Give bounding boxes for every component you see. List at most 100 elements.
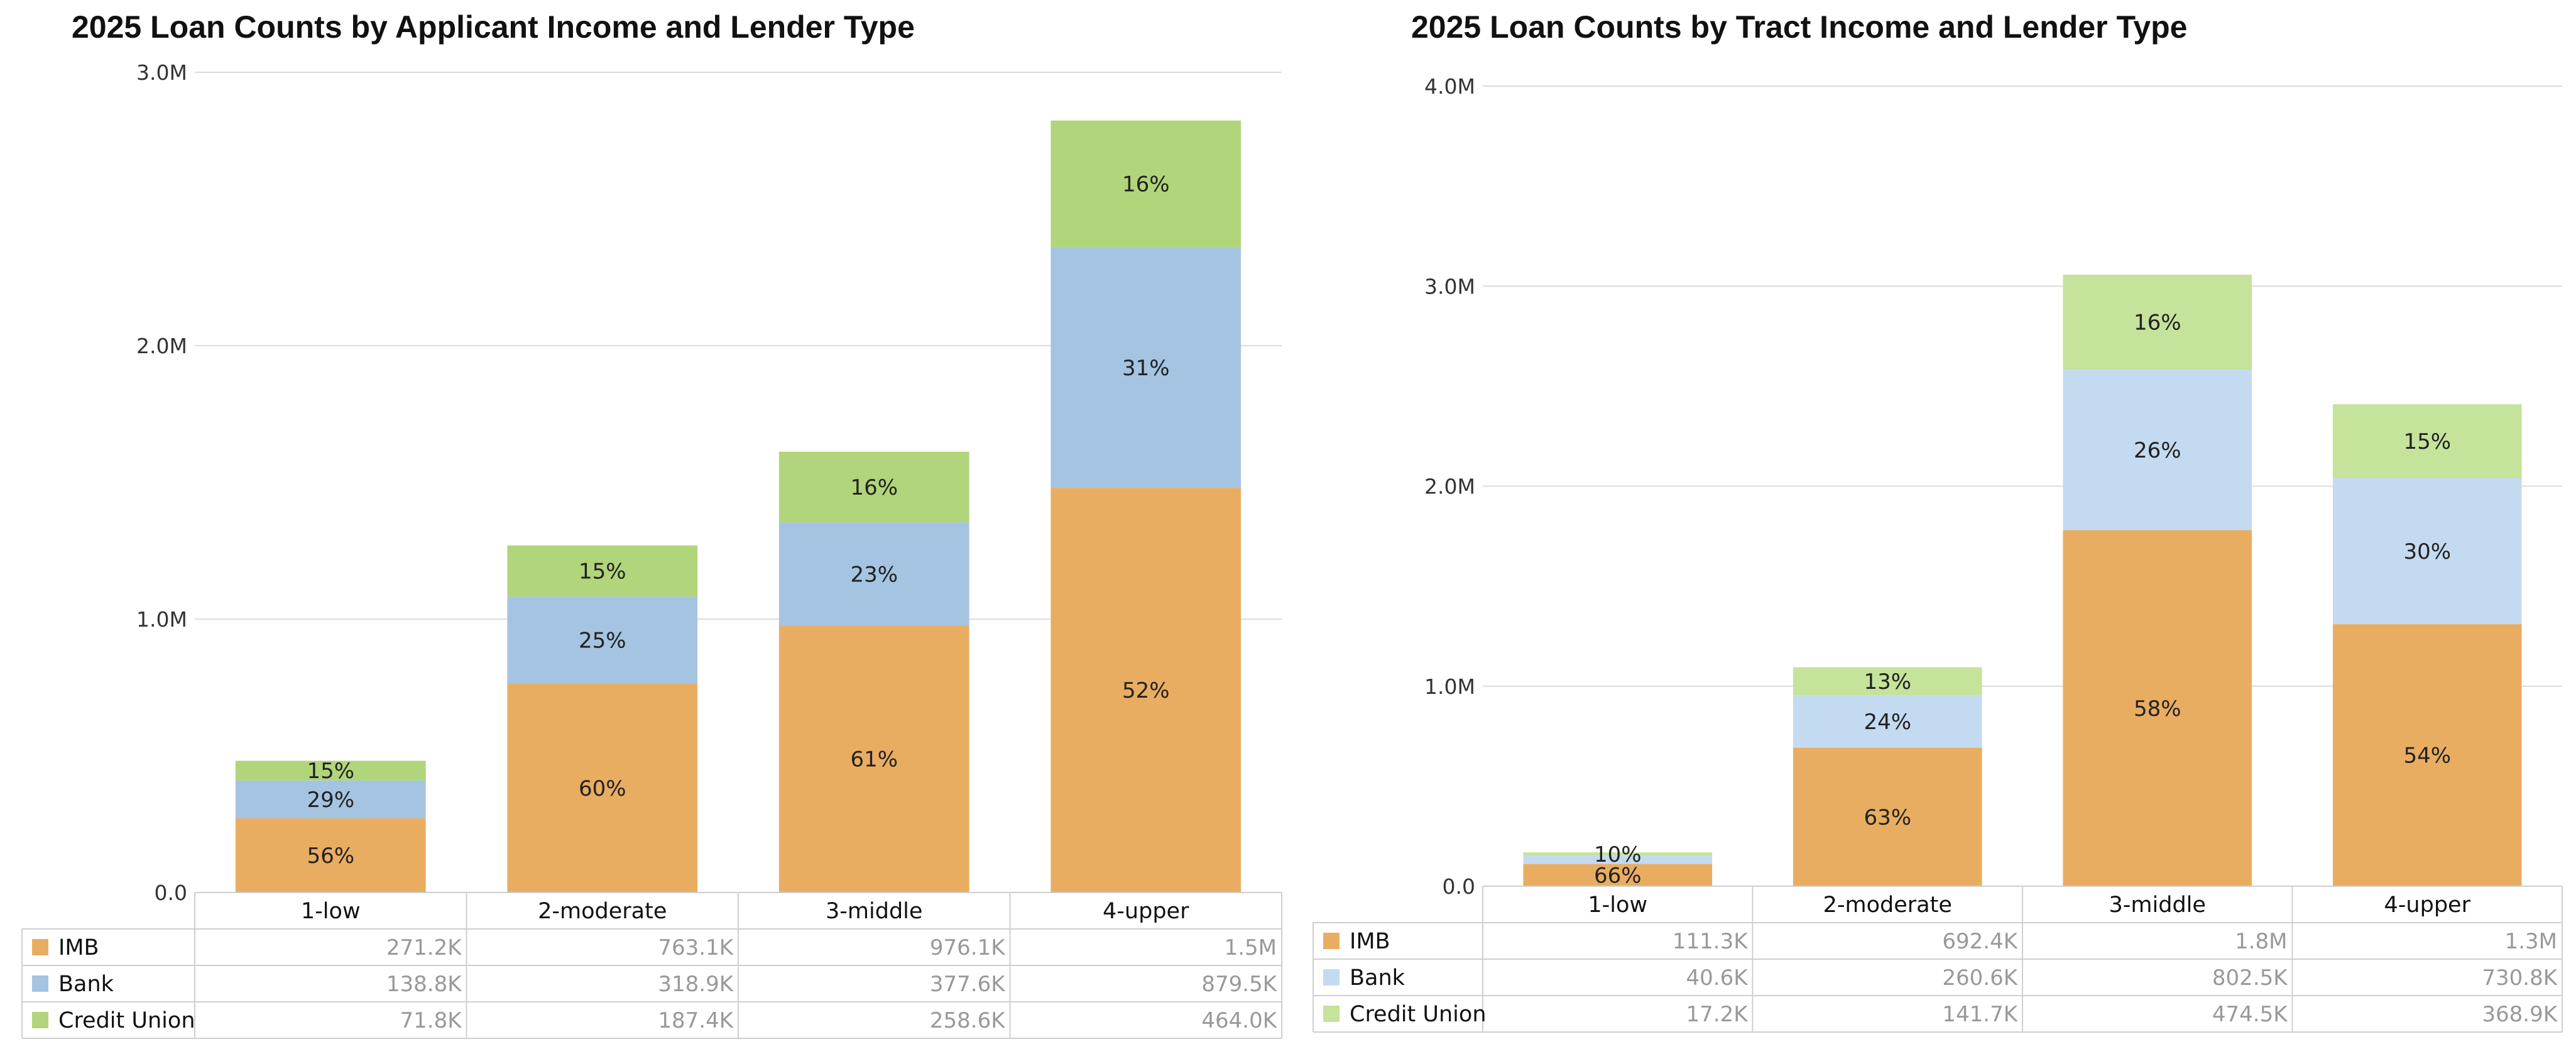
bar-percent-label: 30% (2403, 539, 2451, 564)
legend-label-bank: Bank (1350, 965, 1405, 991)
table-cell-value: 730.8K (2482, 965, 2558, 991)
table-cell-value: 368.9K (2482, 1002, 2558, 1027)
table-cell-value: 377.6K (930, 972, 1006, 997)
legend-label-credit-union: Credit Union (58, 1008, 195, 1033)
table-cell-value: 258.6K (930, 1008, 1006, 1033)
table-cell-value: 318.9K (658, 972, 734, 997)
table-cell-value: 187.4K (658, 1008, 734, 1033)
table-cell-value: 17.2K (1686, 1002, 1749, 1027)
category-label-4-upper: 4-upper (2384, 892, 2471, 918)
category-label-1-low: 1-low (301, 899, 361, 924)
bar-percent-label: 58% (2134, 696, 2181, 722)
bar-bank-3-middle (2063, 370, 2252, 530)
table-cell-value: 40.6K (1686, 965, 1749, 991)
table-cell-value: 271.2K (386, 935, 462, 960)
bar-percent-label: 15% (579, 559, 626, 585)
bar-imb-1-low (1523, 864, 1713, 886)
bar-percent-label: 56% (307, 843, 354, 869)
bar-percent-label: 54% (2403, 744, 2451, 769)
bar-percent-label: 16% (1122, 172, 1170, 197)
category-label-4-upper: 4-upper (1103, 899, 1189, 924)
bar-percent-label: 60% (579, 776, 626, 801)
y-tick-label: 4.0M (1424, 74, 1475, 99)
bar-imb-1-low (235, 818, 426, 892)
y-tick-label: 1.0M (136, 607, 187, 632)
table-cell-value: 71.8K (400, 1008, 463, 1033)
bar-credit-union-1-low (235, 761, 426, 781)
bar-percent-label: 52% (1122, 678, 1170, 703)
bar-credit-union-1-low (1523, 852, 1713, 856)
bar-imb-2-moderate (507, 684, 698, 892)
legend-swatch-credit-union (1323, 1006, 1340, 1022)
y-tick-label: 0.0 (1443, 874, 1475, 899)
bar-bank-1-low (235, 780, 426, 819)
bar-percent-label: 15% (307, 759, 354, 784)
legend-label-bank: Bank (58, 972, 114, 997)
y-tick-label: 3.0M (136, 60, 187, 85)
bar-bank-4-upper (2332, 478, 2522, 625)
tract-income-chart-panel: 2025 Loan Counts by Tract Income and Len… (1288, 0, 2576, 1049)
legend-swatch-bank (1323, 969, 1340, 986)
bar-imb-4-upper (2332, 624, 2522, 886)
bar-percent-label: 10% (1594, 842, 1642, 867)
bar-bank-4-upper (1051, 247, 1242, 488)
bar-credit-union-4-upper (2332, 404, 2522, 478)
legend-swatch-credit-union (32, 1012, 48, 1028)
applicant-income-chart: 0.0 1.0M 2.0M 3.0M 56% 29% 15% 60% 25% 15% 61% 23% 1… (21, 60, 1282, 1039)
tract-income-chart: 0.0 1.0M 2.0M 3.0M 4.0M 66%10% 63% 24% 13% 58% 26%… (1313, 74, 2563, 1033)
legend-swatch-imb (32, 939, 48, 955)
bar-percent-label: 23% (850, 562, 898, 587)
chart-title: 2025 Loan Counts by Applicant Income and… (72, 9, 915, 45)
bar-percent-label: 15% (2403, 429, 2451, 454)
table-cell-value: 111.3K (1673, 929, 1749, 954)
table-cell-value: 692.4K (1942, 929, 2018, 954)
table-cell-value: 260.6K (1942, 965, 2018, 991)
legend-swatch-imb (1323, 933, 1340, 949)
bar-percent-label: 31% (1122, 356, 1170, 381)
bar-percent-label: 61% (850, 747, 898, 772)
bar-bank-2-moderate (507, 596, 698, 684)
bar-imb-2-moderate (1793, 747, 1982, 886)
table-cell-value: 802.5K (2212, 965, 2288, 991)
bar-percent-label: 26% (2134, 438, 2181, 463)
bar-percent-label: 16% (850, 475, 898, 500)
bar-credit-union-3-middle (778, 451, 969, 523)
bar-imb-3-middle (778, 625, 969, 892)
chart-title: 2025 Loan Counts by Tract Income and Len… (1411, 9, 2188, 45)
table-cell-value: 763.1K (658, 935, 734, 960)
bar-credit-union-3-middle (2063, 275, 2252, 370)
bar-percent-label: 29% (307, 788, 354, 813)
table-cell-value: 879.5K (1201, 972, 1277, 997)
y-tick-label: 0.0 (155, 881, 187, 905)
category-label-2-moderate: 2-moderate (1823, 892, 1952, 918)
y-tick-label: 3.0M (1424, 274, 1475, 299)
category-label-3-middle: 3-middle (826, 899, 922, 924)
bar-percent-label: 24% (1864, 710, 1911, 735)
bar-percent-label: 25% (579, 629, 626, 654)
legend-label-credit-union: Credit Union (1350, 1002, 1487, 1027)
table-cell-value: 474.5K (2212, 1002, 2288, 1027)
bar-percent-label: 13% (1864, 669, 1911, 695)
table-cell-value: 464.0K (1201, 1008, 1277, 1033)
y-tick-label: 2.0M (136, 334, 187, 358)
applicant-income-chart-panel: 2025 Loan Counts by Applicant Income and… (21, 9, 1282, 1039)
legend-label-imb: IMB (1350, 929, 1390, 954)
bar-percent-label: 16% (2134, 310, 2181, 336)
bar-imb-3-middle (2063, 530, 2252, 886)
table-cell-value: 138.8K (386, 972, 462, 997)
bar-credit-union-4-upper (1051, 120, 1242, 248)
category-label-1-low: 1-low (1588, 892, 1647, 918)
legend-label-imb: IMB (58, 935, 99, 960)
bar-bank-2-moderate (1793, 695, 1982, 748)
bar-imb-4-upper (1051, 488, 1242, 892)
category-label-3-middle: 3-middle (2109, 892, 2206, 918)
bar-percent-label: 66% (1594, 863, 1642, 888)
bar-credit-union-2-moderate (507, 545, 698, 597)
bar-bank-3-middle (778, 522, 969, 626)
table-cell-value: 1.5M (1225, 935, 1277, 960)
legend-swatch-bank (32, 975, 48, 992)
table-cell-value: 141.7K (1942, 1002, 2018, 1027)
bar-bank-1-low (1523, 855, 1713, 864)
table-cell-value: 1.8M (2235, 929, 2287, 954)
table-cell-value: 1.3M (2505, 929, 2557, 954)
